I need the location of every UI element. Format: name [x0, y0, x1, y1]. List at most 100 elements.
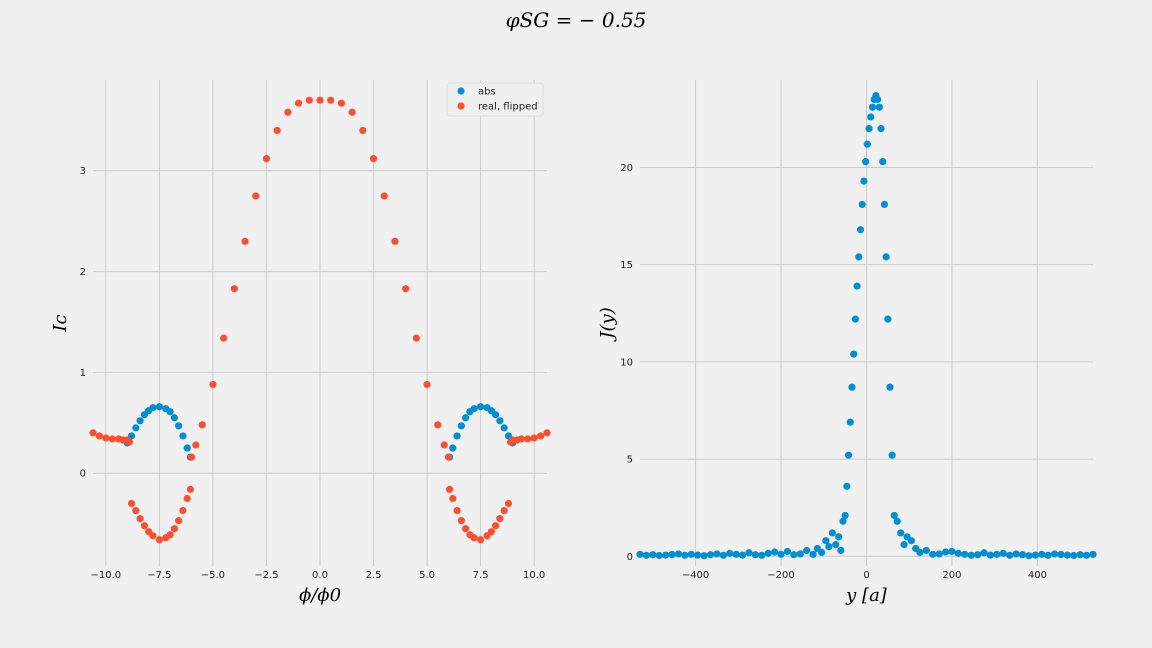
right-point-j [732, 550, 740, 558]
right-point-j [867, 113, 875, 121]
right-point-j [844, 451, 853, 459]
left-point-real-flipped [434, 421, 442, 429]
right-point-j [1070, 551, 1078, 560]
right-point-j [907, 537, 915, 545]
right-point-j [954, 549, 962, 557]
left-point-abs [175, 422, 183, 430]
left-point-real-flipped [530, 434, 538, 442]
left-point-abs [170, 414, 178, 422]
left-x-tick-label: 5.0 [419, 570, 435, 581]
right-point-j [636, 550, 644, 558]
left-panel: −10.0 −7.5 −5.0 −2.5 0.0 2.5 5.0 7.5 10.0 0 1 2 3 ϕ/… [50, 80, 551, 606]
left-point-real-flipped [183, 494, 191, 503]
left-point-real-flipped [192, 441, 200, 449]
left-point-real-flipped [423, 380, 431, 389]
left-point-real-flipped [108, 435, 116, 443]
right-point-j [837, 546, 845, 555]
left-point-real-flipped [125, 438, 134, 446]
left-point-abs [155, 403, 163, 411]
right-point-j [941, 548, 950, 556]
legend-label-abs: abs [478, 87, 496, 98]
left-point-real-flipped [252, 192, 260, 200]
right-point-j [818, 548, 826, 556]
left-point-abs [166, 408, 174, 416]
left-point-real-flipped [209, 380, 217, 389]
right-grid [640, 80, 1093, 566]
right-point-j [790, 551, 798, 559]
right-point-j [880, 200, 889, 209]
right-point-j [851, 315, 859, 323]
left-point-abs [453, 432, 461, 440]
right-point-j [886, 383, 894, 391]
right-point-j [868, 103, 877, 111]
left-tick-labels: −10.0 −7.5 −5.0 −2.5 0.0 2.5 5.0 7.5 10.0 0 1 2 3 [80, 166, 546, 581]
left-point-real-flipped [170, 525, 178, 533]
legend-marker-real-flipped [457, 102, 465, 110]
left-point-abs [183, 444, 191, 452]
right-x-tick-label: 400 [1028, 570, 1047, 581]
right-point-j [1018, 551, 1027, 559]
left-point-real-flipped [89, 429, 97, 437]
left-point-real-flipped [440, 441, 448, 449]
right-point-j [888, 451, 896, 459]
left-point-real-flipped [543, 429, 551, 437]
right-point-j [890, 511, 898, 520]
right-point-j [862, 158, 870, 166]
right-point-j [843, 482, 851, 490]
right-point-j [860, 177, 868, 185]
right-x-axis-label: y [a] [845, 585, 888, 606]
right-point-j [822, 537, 830, 545]
left-point-real-flipped [187, 453, 196, 461]
right-point-j [974, 551, 982, 559]
right-x-tick-label: 0 [863, 570, 869, 581]
right-y-tick-label: 0 [627, 552, 633, 563]
right-point-j [751, 551, 759, 559]
left-point-abs [136, 417, 144, 425]
right-point-j [1012, 550, 1020, 558]
left-point-real-flipped [500, 506, 508, 515]
left-y-axis-label: Ic [50, 314, 71, 332]
right-point-j [884, 315, 892, 323]
right-point-j [662, 551, 670, 559]
left-point-real-flipped [198, 421, 206, 429]
right-point-j [1044, 551, 1052, 559]
legend: abs real, flipped [446, 82, 544, 117]
right-point-j [668, 550, 676, 559]
right-point-j [771, 548, 779, 556]
left-point-real-flipped [136, 515, 144, 523]
right-point-j [777, 550, 785, 558]
right-point-j [865, 125, 873, 133]
right-point-j [882, 253, 890, 261]
left-point-real-flipped [380, 192, 388, 200]
right-point-j [796, 550, 804, 558]
left-point-real-flipped [230, 285, 238, 293]
right-point-j [855, 253, 863, 261]
left-point-real-flipped [496, 515, 504, 523]
left-point-real-flipped [284, 108, 292, 116]
left-point-real-flipped [517, 435, 525, 443]
left-point-real-flipped [186, 485, 195, 493]
right-point-j [828, 529, 836, 537]
right-tick-labels: −400 −200 0 200 400 0 5 10 15 20 [620, 163, 1047, 581]
right-point-j [783, 547, 792, 556]
right-point-j [687, 550, 695, 558]
left-point-real-flipped [492, 522, 500, 530]
right-point-j [655, 551, 663, 560]
right-point-j [875, 103, 883, 111]
left-x-tick-label: 2.5 [366, 570, 382, 581]
left-x-axis-label: ϕ/ϕ0 [299, 585, 341, 606]
right-point-j [681, 551, 689, 559]
left-point-real-flipped [262, 155, 271, 163]
left-point-real-flipped [140, 522, 148, 530]
left-y-tick-label: 3 [80, 166, 86, 177]
left-point-real-flipped [391, 237, 399, 245]
left-point-abs [179, 432, 187, 440]
right-data-points [636, 91, 1097, 560]
right-point-j [1057, 550, 1065, 559]
right-point-j [929, 550, 937, 558]
left-point-real-flipped [149, 532, 157, 540]
right-point-j [879, 158, 887, 166]
right-point-j [858, 200, 866, 209]
left-point-abs [149, 404, 157, 412]
